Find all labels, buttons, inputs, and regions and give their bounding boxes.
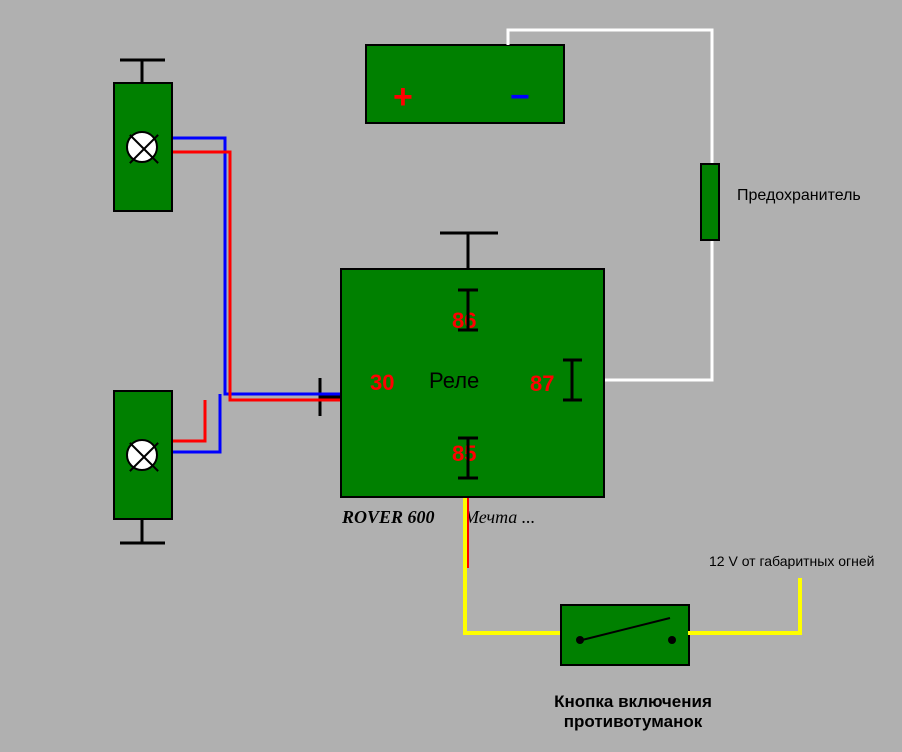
relay-top-stub (440, 233, 498, 268)
white-wire-2 (605, 241, 712, 380)
red-wire-bot (173, 400, 205, 441)
fuse-label: Предохранитель (737, 187, 861, 205)
pin-86: 86 (452, 308, 476, 334)
battery-minus: − (510, 78, 530, 117)
voltage-label: 12 V от габаритных огней (709, 553, 874, 569)
yellow-wire-right (688, 578, 800, 633)
blue-wire (173, 138, 340, 394)
caption-rover: ROVER 600 (342, 507, 435, 528)
caption-mechta: Мечта ... (464, 507, 535, 528)
pin-30: 30 (370, 370, 394, 396)
pin30-stub (320, 378, 340, 416)
pin-87: 87 (530, 371, 554, 397)
battery-plus: + (393, 78, 413, 117)
ground-bot (120, 520, 165, 543)
ground-top (120, 60, 165, 82)
blue-wire-bot (173, 394, 220, 452)
lamp-icon-top (126, 131, 158, 163)
button-label-line2: противотуманок (564, 712, 703, 731)
lamp-icon-bottom (126, 439, 158, 471)
button-label-line1: Кнопка включения (554, 692, 712, 711)
switch-box (560, 604, 690, 666)
relay-label: Реле (429, 368, 479, 394)
red-wire-top (173, 152, 340, 400)
button-label: Кнопка включения противотуманок (543, 692, 723, 732)
fuse-box (700, 163, 720, 241)
pin-85: 85 (452, 441, 476, 467)
